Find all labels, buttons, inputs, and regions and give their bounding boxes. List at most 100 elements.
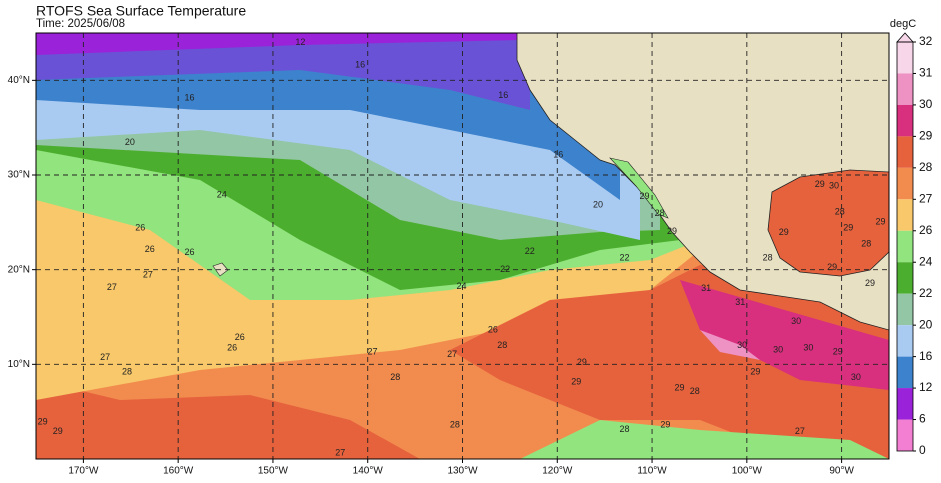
gulf-of-california (609, 157, 669, 219)
colorbar-tick-label: 12 (919, 380, 933, 394)
colorbar-cap (896, 32, 914, 43)
contour-label: 29 (843, 222, 853, 232)
sea-12 (36, 33, 520, 55)
contour-label: 28 (690, 386, 700, 396)
contour-label: 31 (735, 297, 745, 307)
contour-label: 27 (143, 270, 153, 280)
colorbar-tick-label: 24 (919, 254, 933, 268)
x-tick-label: 120°W (542, 466, 573, 477)
gulf-of-mexico (767, 169, 889, 277)
contour-label: 28 (497, 340, 507, 350)
contour-label: 28 (450, 419, 460, 429)
contour-label: 26 (227, 343, 237, 353)
sea-31 (700, 330, 760, 360)
colorbar-band (897, 419, 913, 451)
contour-label: 29 (53, 426, 63, 436)
contour-label: 29 (833, 346, 843, 356)
colorbar-tick-label: 6 (919, 412, 926, 426)
x-tick-label: 140°W (353, 466, 384, 477)
colorbar: 32 31 30 29 28 27 26 24 22 20 16 12 6 0 (896, 32, 933, 457)
contour-label: 27 (447, 349, 457, 359)
contour-label: 26 (488, 325, 498, 335)
contour-label: 29 (38, 416, 48, 426)
contour-label: 26 (145, 244, 155, 254)
contour-label: 24 (457, 281, 467, 291)
colorbar-band (897, 167, 913, 200)
colorbar-band (897, 136, 913, 168)
colorbar-tick-label: 20 (919, 317, 933, 331)
colorbar-tick-label: 31 (919, 66, 933, 80)
graticule (36, 33, 889, 459)
colorbar-band (897, 104, 913, 137)
contour-label: 22 (525, 246, 535, 256)
contour-label: 26 (235, 332, 245, 342)
contour-label: 12 (295, 37, 305, 47)
contour-label: 16 (185, 93, 195, 103)
contour-label: 30 (773, 345, 783, 355)
contour-label: 29 (865, 278, 875, 288)
colorbar-band (897, 262, 913, 294)
colorbar-tick-label: 32 (919, 34, 933, 48)
contour-label: 29 (571, 377, 581, 387)
contour-label: 27 (795, 426, 805, 436)
y-tick-label: 20°N (8, 264, 30, 275)
colorbar-tick-label: 29 (919, 129, 933, 143)
contour-label: 29 (639, 191, 649, 201)
y-tick-label: 10°N (8, 359, 30, 370)
sea-30 (680, 280, 889, 390)
contour-label: 29 (750, 366, 760, 376)
colorbar-tick-label: 28 (919, 160, 933, 174)
x-tick-label: 130°W (447, 466, 478, 477)
contour-label: 26 (185, 247, 195, 257)
contour-label: 27 (335, 448, 345, 458)
colorbar-band (897, 42, 913, 74)
colorbar-band (897, 230, 913, 263)
contour-label: 27 (367, 346, 377, 356)
contour-label: 28 (655, 208, 665, 218)
sea-29-west (36, 380, 420, 459)
chart-subtitle: Time: 2025/06/08 (36, 18, 125, 30)
contour-label: 30 (803, 343, 813, 353)
contour-label: 22 (500, 264, 510, 274)
colorbar-label: degC (890, 18, 916, 30)
contour-label: 30 (791, 316, 801, 326)
y-tick-label: 30°N (8, 170, 30, 181)
contour-label: 29 (779, 227, 789, 237)
contour-label: 29 (675, 382, 685, 392)
colorbar-band (897, 388, 913, 420)
colorbar-tick-label: 0 (919, 443, 926, 457)
colorbar-band (897, 325, 913, 357)
contour-label: 29 (667, 226, 677, 236)
contour-label: 29 (660, 419, 670, 429)
contour-label: 29 (577, 357, 587, 367)
sea-14 (36, 33, 530, 110)
contour-label: 20 (125, 137, 135, 147)
colorbar-tick-label: 30 (919, 97, 933, 111)
colorbar-band (897, 293, 913, 326)
x-tick-label: 170°W (68, 466, 99, 477)
contour-label: 26 (135, 222, 145, 232)
contour-label: 27 (107, 282, 117, 292)
colorbar-band (897, 356, 913, 389)
contour-label: 16 (553, 149, 563, 159)
contour-label: 30 (829, 181, 839, 191)
y-tick-label: 40°N (8, 75, 30, 86)
colorbar-tick-label: 27 (919, 191, 933, 205)
contour-label: 29 (827, 262, 837, 272)
sea-equator (520, 420, 889, 459)
contour-label: 20 (593, 200, 603, 210)
contour-label: 28 (835, 206, 845, 216)
x-tick-label: 160°W (163, 466, 194, 477)
contour-label: 29 (815, 179, 825, 189)
contour-label: 16 (498, 90, 508, 100)
contour-label: 28 (620, 424, 630, 434)
contour-label: 28 (861, 238, 871, 248)
colorbar-band (897, 73, 913, 105)
x-tick-label: 150°W (258, 466, 289, 477)
colorbar-tick-label: 26 (919, 223, 933, 237)
x-tick-label: 110°W (637, 466, 667, 477)
colorbar-frame (896, 41, 914, 452)
contour-label: 30 (851, 372, 861, 382)
x-tick-label: 90°W (829, 466, 854, 477)
